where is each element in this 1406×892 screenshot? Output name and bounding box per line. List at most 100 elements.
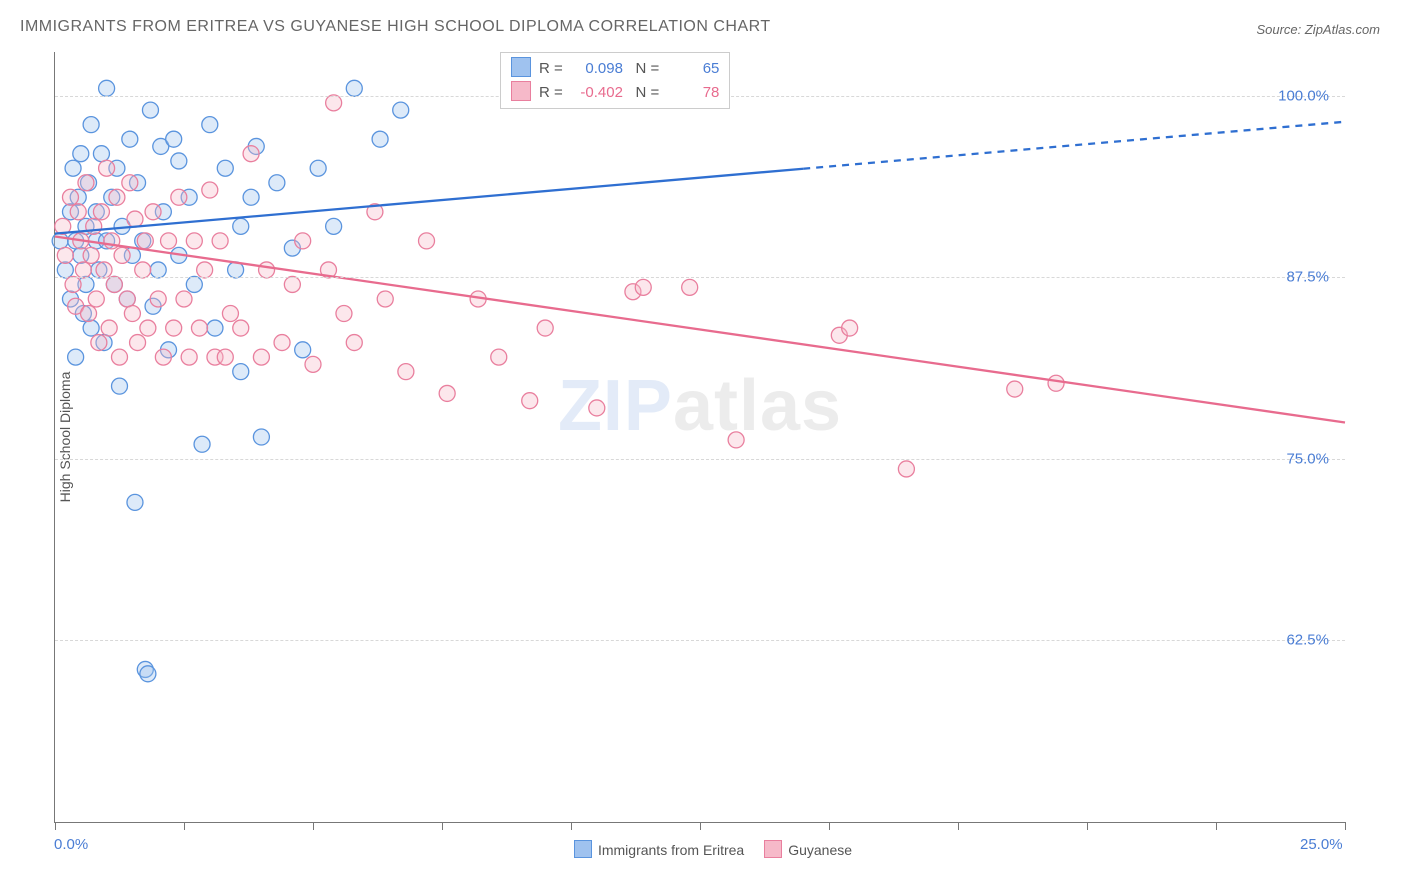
scatter-point — [233, 218, 249, 234]
scatter-point — [88, 291, 104, 307]
x-tick — [829, 822, 830, 830]
scatter-point — [150, 291, 166, 307]
legend-swatch — [511, 81, 531, 101]
scatter-point — [112, 349, 128, 365]
plot-svg — [55, 52, 1345, 822]
scatter-point — [166, 131, 182, 147]
scatter-point — [130, 335, 146, 351]
scatter-point — [393, 102, 409, 118]
scatter-point — [243, 189, 259, 205]
scatter-point — [336, 306, 352, 322]
scatter-point — [83, 247, 99, 263]
scatter-point — [728, 432, 744, 448]
scatter-point — [99, 80, 115, 96]
stats-n-label: N = — [635, 60, 659, 77]
scatter-point — [91, 335, 107, 351]
legend-swatch — [574, 840, 592, 858]
scatter-point — [274, 335, 290, 351]
y-tick-label: 75.0% — [1286, 450, 1329, 467]
scatter-point — [161, 233, 177, 249]
scatter-point — [191, 320, 207, 336]
scatter-point — [682, 279, 698, 295]
scatter-point — [93, 204, 109, 220]
scatter-point — [83, 320, 99, 336]
scatter-point — [62, 189, 78, 205]
scatter-point — [253, 429, 269, 445]
scatter-point — [150, 262, 166, 278]
stats-legend-row: R = -0.402 N = 78 — [511, 81, 719, 105]
scatter-point — [124, 306, 140, 322]
x-tick — [313, 822, 314, 830]
scatter-point — [398, 364, 414, 380]
scatter-point — [70, 204, 86, 220]
scatter-point — [140, 320, 156, 336]
scatter-point — [155, 349, 171, 365]
scatter-point — [145, 204, 161, 220]
legend-swatch — [511, 57, 531, 77]
x-tick — [442, 822, 443, 830]
scatter-point — [171, 153, 187, 169]
stats-n-value: 78 — [663, 82, 719, 105]
scatter-point — [310, 160, 326, 176]
scatter-point — [122, 175, 138, 191]
scatter-point — [119, 291, 135, 307]
gridline — [55, 640, 1345, 641]
scatter-point — [137, 233, 153, 249]
scatter-point — [106, 276, 122, 292]
stats-r-label: R = — [539, 84, 563, 101]
scatter-point — [181, 349, 197, 365]
scatter-point — [127, 211, 143, 227]
scatter-point — [186, 233, 202, 249]
stats-legend: R = 0.098 N = 65R = -0.402 N = 78 — [500, 52, 730, 109]
scatter-point — [635, 279, 651, 295]
x-tick — [1345, 822, 1346, 830]
scatter-point — [212, 233, 228, 249]
scatter-point — [377, 291, 393, 307]
scatter-point — [207, 320, 223, 336]
y-tick-label: 62.5% — [1286, 632, 1329, 649]
scatter-point — [305, 356, 321, 372]
scatter-point — [346, 80, 362, 96]
trend-line-extrapolated — [803, 122, 1345, 169]
scatter-point — [75, 262, 91, 278]
source-attribution: Source: ZipAtlas.com — [1256, 22, 1380, 37]
legend-swatch — [764, 840, 782, 858]
chart-container: IMMIGRANTS FROM ERITREA VS GUYANESE HIGH… — [0, 0, 1406, 892]
scatter-point — [269, 175, 285, 191]
scatter-point — [93, 146, 109, 162]
x-tick — [700, 822, 701, 830]
scatter-point — [194, 436, 210, 452]
scatter-point — [197, 262, 213, 278]
scatter-point — [122, 131, 138, 147]
scatter-point — [101, 320, 117, 336]
scatter-point — [57, 247, 73, 263]
scatter-point — [222, 306, 238, 322]
scatter-point — [166, 320, 182, 336]
series-legend: Immigrants from EritreaGuyanese — [0, 840, 1406, 858]
scatter-point — [439, 385, 455, 401]
legend-label: Immigrants from Eritrea — [598, 842, 744, 858]
stats-legend-row: R = 0.098 N = 65 — [511, 57, 719, 81]
y-tick-label: 87.5% — [1286, 269, 1329, 286]
scatter-point — [522, 393, 538, 409]
x-tick — [958, 822, 959, 830]
scatter-point — [1048, 375, 1064, 391]
scatter-point — [537, 320, 553, 336]
scatter-point — [295, 342, 311, 358]
scatter-point — [140, 666, 156, 682]
scatter-point — [898, 461, 914, 477]
scatter-point — [96, 262, 112, 278]
gridline — [55, 277, 1345, 278]
scatter-point — [1007, 381, 1023, 397]
scatter-point — [78, 175, 94, 191]
scatter-point — [52, 233, 68, 249]
scatter-point — [202, 182, 218, 198]
scatter-point — [326, 95, 342, 111]
scatter-point — [114, 247, 130, 263]
scatter-point — [186, 276, 202, 292]
plot-area: High School Diploma ZIPatlas 62.5%75.0%8… — [54, 52, 1345, 823]
scatter-point — [253, 349, 269, 365]
chart-title: IMMIGRANTS FROM ERITREA VS GUYANESE HIGH… — [20, 18, 771, 36]
scatter-point — [171, 189, 187, 205]
scatter-point — [284, 276, 300, 292]
